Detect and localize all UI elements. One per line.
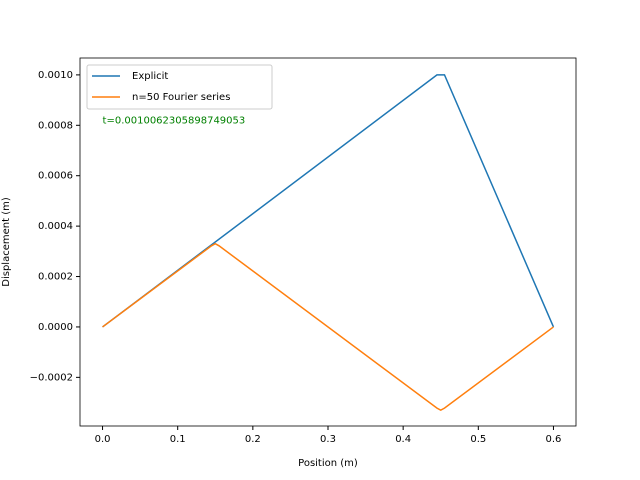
legend-box: [86, 64, 273, 110]
y-tick-label: 0.0002: [38, 272, 73, 283]
y-tick-label: 0.0006: [38, 171, 73, 182]
legend-label: Explicit: [132, 71, 168, 82]
x-tick-label: 0.1: [170, 434, 186, 445]
x-tick-label: 0.3: [320, 434, 336, 445]
y-tick-label: 0.0008: [38, 120, 73, 131]
line-series: [102, 74, 555, 328]
x-tick-label: 0.2: [245, 434, 261, 445]
x-tick-label: 0.0: [95, 434, 111, 445]
x-tick-label: 0.5: [470, 434, 486, 445]
annotation: t=0.0010062305898749053: [103, 115, 246, 126]
y-tick-label: 0.0010: [38, 70, 73, 81]
line-series: [102, 242, 554, 411]
y-tick-label: 0.0004: [38, 221, 73, 232]
x-tick-label: 0.6: [546, 434, 562, 445]
y-axis-label: Displacement (m): [1, 197, 12, 287]
legend-label: n=50 Fourier series: [132, 92, 230, 103]
x-tick-label: 0.4: [395, 434, 411, 445]
plot-frame: [79, 57, 577, 427]
y-tick-label: 0.0000: [38, 322, 73, 333]
x-axis-label: Position (m): [298, 458, 358, 469]
y-tick-label: −0.0002: [30, 372, 73, 383]
